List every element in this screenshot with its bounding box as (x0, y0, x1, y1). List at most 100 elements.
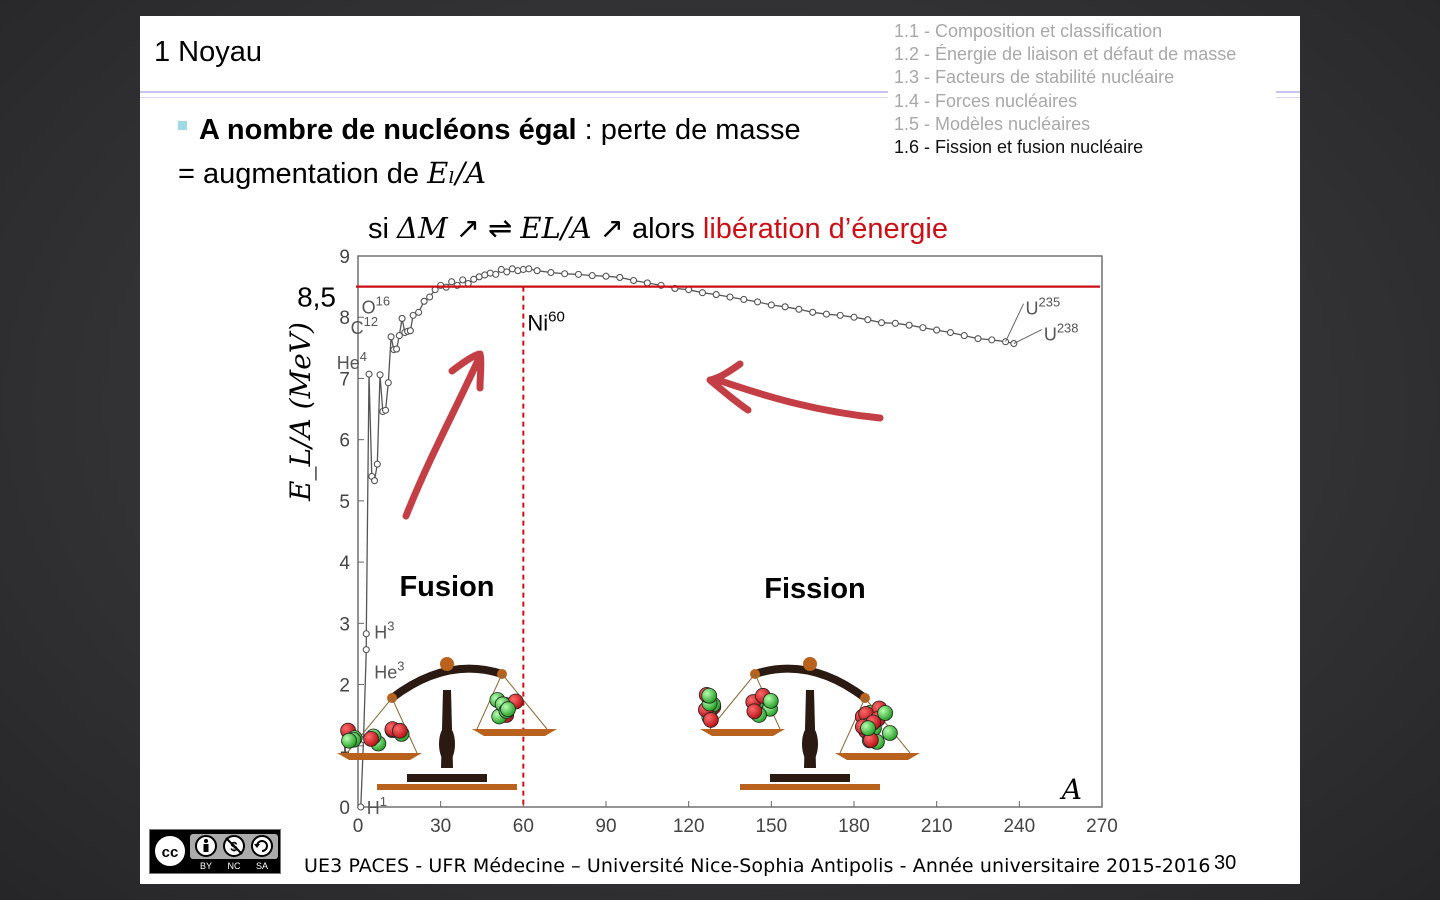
y-tick-label: 7 (339, 369, 350, 390)
neutron-sphere (701, 687, 718, 704)
data-point (712, 291, 720, 299)
equals-prefix: = augmentation de (178, 158, 428, 190)
data-point (864, 316, 872, 324)
slide-title: 1 Noyau (154, 36, 263, 68)
scale-right-pan (835, 753, 920, 760)
nucleus-cluster (698, 686, 722, 728)
fission-label: Fission (764, 573, 866, 605)
title-rule-right-thin (1276, 97, 1300, 98)
license-sa-label: SA (256, 861, 268, 871)
x-tick-label: 30 (430, 816, 451, 837)
toc-item-1-1[interactable]: 1.1 - Composition et classification (894, 21, 1163, 41)
scale-base (407, 774, 487, 782)
title-rule-right (1276, 91, 1300, 93)
title-rule-thin (140, 97, 888, 98)
nucleus-cluster (745, 687, 779, 723)
point-label: H3 (374, 619, 394, 643)
data-point (409, 311, 417, 319)
neutron-sphere (860, 720, 876, 737)
data-point (382, 406, 390, 414)
si-arrow-2: ↗ alors (591, 213, 703, 245)
fusion-balance-scale (337, 657, 557, 790)
x-tick-label: 240 (1003, 816, 1035, 837)
data-point (376, 371, 384, 379)
page-number: 30 (1214, 852, 1237, 874)
data-point (767, 301, 775, 309)
section-nav: 1.1 - Composition et classification 1.2 … (894, 20, 1236, 159)
y-tick-label: 3 (339, 614, 350, 635)
data-point (960, 332, 968, 340)
balance-scales (337, 657, 920, 790)
data-point (406, 327, 414, 335)
license-nc-label: NC (228, 861, 241, 871)
license-by-label: BY (200, 861, 212, 871)
data-point (459, 276, 467, 284)
equals-line: = augmentation de Eₗ/A (178, 156, 486, 191)
toc-item-1-6[interactable]: 1.6 - Fission et fusion nucléaire (894, 137, 1144, 158)
data-point (426, 293, 434, 301)
reference-line-label: 8,5 (297, 282, 336, 313)
data-point (525, 265, 533, 273)
scale-chain (839, 697, 866, 754)
data-point (795, 305, 803, 313)
fission-balance-scale (698, 657, 920, 790)
data-point (630, 276, 638, 285)
data-point (370, 477, 379, 485)
data-point (754, 298, 762, 306)
neutron-sphere (341, 732, 357, 749)
si-delta-m: ΔM (397, 211, 448, 245)
neutron-sphere (877, 705, 894, 721)
cc-license-badge[interactable]: cc $ BY NC SA (149, 829, 281, 874)
scale-top-knob (803, 657, 817, 671)
data-point (836, 311, 844, 319)
slide: 1 Noyau 1.1 - Composition et classificat… (140, 16, 1300, 884)
scale-left-pan (337, 753, 422, 760)
data-point (933, 326, 941, 334)
binding-energy-line (360, 268, 1014, 808)
x-tick-label: 180 (838, 816, 870, 837)
neutron-sphere (762, 692, 779, 709)
nucleus-cluster (854, 700, 898, 750)
data-point (878, 319, 886, 327)
toc-item-1-4[interactable]: 1.4 - Forces nucléaires (894, 90, 1078, 111)
point-label: He4 (337, 349, 367, 373)
nucleus-cluster (489, 692, 524, 725)
data-point (395, 332, 403, 340)
y-tick-label: 0 (339, 798, 350, 819)
data-point (574, 270, 582, 278)
data-point (362, 646, 370, 654)
point-label-leader (1013, 329, 1043, 344)
toc-item-1-5[interactable]: 1.5 - Modèles nucléaires (894, 113, 1091, 134)
cc-logo-text: cc (162, 844, 179, 861)
neutron-sphere (500, 701, 516, 718)
data-point (643, 279, 651, 287)
si-prefix: si (368, 213, 397, 245)
data-point (357, 803, 365, 811)
data-point (781, 303, 789, 311)
toc-item-1-2[interactable]: 1.2 - Énergie de liaison et défaut de ma… (894, 44, 1237, 65)
data-point (726, 293, 734, 301)
scale-base-plate (377, 784, 517, 790)
point-label: He3 (374, 659, 404, 683)
proton-sphere (363, 730, 379, 747)
nucleus-cluster (384, 721, 410, 742)
scale-left-pan (700, 729, 785, 736)
data-point (533, 267, 541, 275)
fusion-direction-arrow (402, 350, 485, 520)
scale-chain (476, 673, 503, 730)
scale-pillar-knob (439, 726, 455, 762)
ni60-label: Ni60 (527, 309, 564, 336)
data-point (373, 460, 381, 468)
data-point (561, 270, 569, 278)
data-point (988, 336, 996, 344)
toc-item-1-3[interactable]: 1.3 - Facteurs de stabilité nucléaire (894, 67, 1175, 88)
x-tick-label: 90 (595, 816, 616, 837)
binding-energy-chart: 0 30 60 90 120 150 180 210 240 270 0 1 2 3 4 5 6 7 8 9 8,5 N… (284, 247, 1118, 837)
data-point (398, 314, 406, 322)
reference-lines: 8,5 Ni60 (297, 282, 1100, 807)
fission-direction-arrow (706, 360, 884, 422)
data-point (365, 370, 373, 378)
plot-frame (357, 255, 1103, 808)
y-tick-label: 8 (339, 308, 350, 329)
data-point (602, 272, 610, 280)
